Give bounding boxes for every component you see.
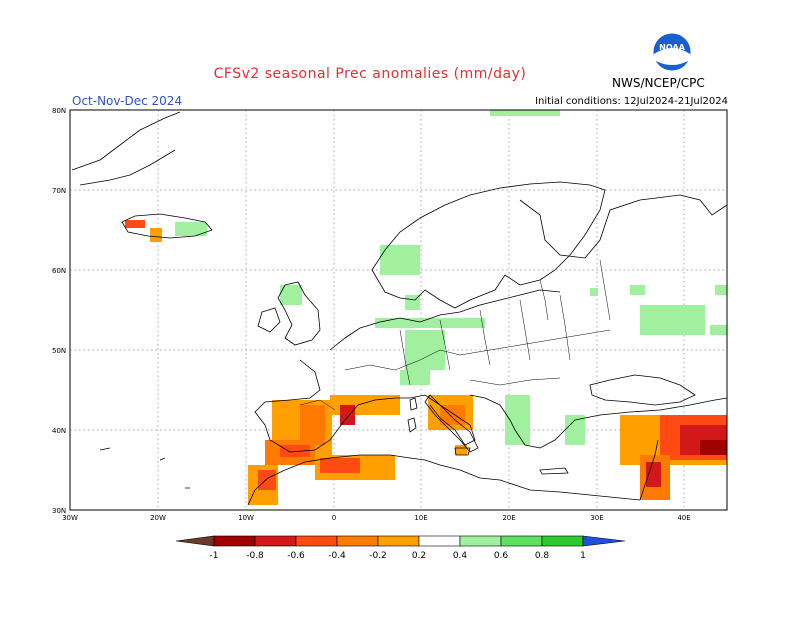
lat-label: 60N [52,267,66,275]
agency-label: NWS/NCEP/CPC [612,76,705,90]
colorbar-labels: -1 -0.8 -0.6 -0.4 -0.2 0.2 0.4 0.6 0.8 1 [210,551,586,561]
colorbar-label: 0.6 [494,551,509,561]
initial-conditions: Initial conditions: 12Jul2024-21Jul2024 [535,96,728,107]
lat-label: 70N [52,187,66,195]
colorbar-label: -0.4 [328,551,346,561]
map-frame [69,109,728,511]
precip-anomaly-shading [125,110,727,505]
logo-text: NOAA [659,43,685,52]
lon-label: 10E [414,514,427,522]
noaa-logo: NOAA [652,32,692,72]
country-borders [299,259,611,411]
lat-label: 80N [52,107,66,115]
colorbar [175,535,626,547]
colorbar-label: -1 [210,551,219,561]
lat-label: 30N [52,507,66,515]
forecast-period: Oct-Nov-Dec 2024 [72,94,183,108]
lat-label: 40N [52,427,66,435]
lon-label: 40E [677,514,690,522]
colorbar-label: 0.2 [412,551,426,561]
lon-label: 10W [238,514,254,522]
colorbar-below-min [175,535,215,547]
coastlines [71,111,728,506]
colorbar-label: 0.8 [535,551,550,561]
lon-label: 0 [332,514,336,522]
colorbar-label: -0.8 [246,551,264,561]
latitude-labels: 80N 70N 60N 50N 40N 30N [52,107,66,515]
colorbar-label: 0.4 [453,551,468,561]
colorbar-above-max [582,535,626,547]
lon-label: 30E [590,514,603,522]
colorbar-label: -0.2 [369,551,387,561]
map-title: CFSv2 seasonal Prec anomalies (mm/day) [213,66,527,82]
colorbar-label: 1 [580,551,586,561]
longitude-labels: 30W 20W 10W 0 10E 20E 30E 40E [62,514,691,522]
lon-label: 30W [62,514,78,522]
colorbar-label: -0.6 [287,551,305,561]
lat-label: 50N [52,347,66,355]
lon-label: 20W [150,514,166,522]
lon-label: 20E [502,514,515,522]
